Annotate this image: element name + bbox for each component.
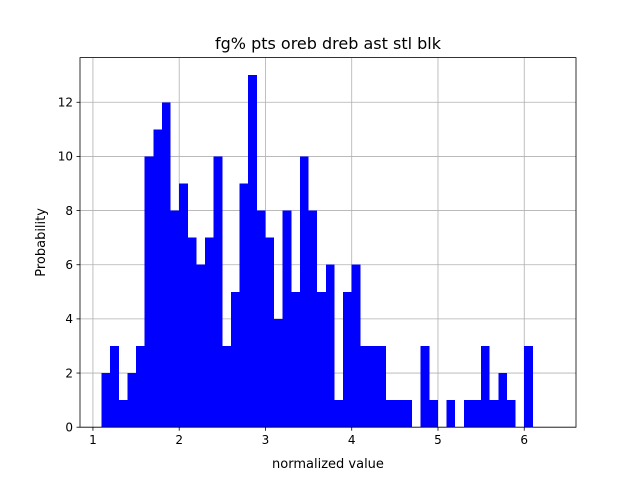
histogram-bar: [386, 400, 395, 428]
histogram-bar: [299, 156, 309, 428]
y-tick-label: 10: [58, 150, 73, 164]
histogram-bar: [256, 210, 266, 428]
y-tick-label: 2: [65, 366, 73, 380]
y-axis-label: Probability: [34, 208, 49, 277]
histogram-bar: [118, 400, 128, 428]
histogram-bar: [161, 102, 171, 428]
histogram-bar: [377, 345, 387, 428]
histogram-bar: [239, 183, 249, 428]
histogram-bar: [394, 400, 404, 428]
histogram-bar: [230, 291, 240, 428]
x-tick-label: 6: [520, 433, 528, 447]
y-axis-ticks: 0 2 4 6 8 10 12: [58, 96, 80, 435]
histogram-bar: [403, 400, 413, 428]
histogram-bar: [446, 400, 456, 428]
histogram-bar: [481, 345, 490, 428]
histogram-bar: [317, 291, 326, 428]
histogram-bar: [170, 210, 180, 428]
histogram-bar: [343, 291, 352, 428]
y-tick-label: 6: [65, 258, 73, 272]
y-tick-label: 12: [58, 96, 73, 110]
histogram-bar: [110, 345, 119, 428]
histogram-bar: [524, 345, 533, 428]
histogram-bar: [153, 129, 162, 428]
histogram-bar: [222, 345, 231, 428]
histogram-bar: [205, 237, 214, 428]
histogram-bar: [334, 400, 344, 428]
x-axis-ticks: 1 2 3 4 5 6: [89, 427, 528, 447]
histogram-bar: [248, 75, 257, 428]
histogram-bar: [291, 291, 300, 428]
histogram-bar: [498, 373, 507, 428]
histogram-bar: [274, 318, 283, 428]
histogram-bar: [187, 237, 197, 428]
x-tick-label: 1: [89, 433, 97, 447]
histogram-bar: [420, 345, 430, 428]
histogram-bar: [489, 400, 499, 428]
y-tick-label: 8: [65, 204, 73, 218]
histogram-bar: [265, 237, 275, 428]
histogram-bar: [351, 264, 361, 428]
histogram-bar: [429, 400, 438, 428]
y-tick-label: 0: [65, 421, 73, 435]
x-tick-label: 4: [348, 433, 356, 447]
histogram-bar: [213, 156, 223, 428]
histogram-bar: [308, 210, 318, 428]
histogram-bar: [127, 373, 137, 428]
chart-title: fg% pts oreb dreb ast stl blk: [215, 34, 442, 53]
bars: [101, 75, 533, 428]
histogram-bar: [101, 373, 111, 428]
x-tick-label: 3: [262, 433, 270, 447]
plot-frame: [79, 57, 577, 428]
histogram-bar: [463, 400, 473, 428]
histogram-bar: [368, 345, 378, 428]
x-tick-label: 2: [175, 433, 183, 447]
histogram-bar: [472, 400, 482, 428]
histogram-bar: [506, 400, 516, 428]
histogram-bar: [325, 264, 335, 428]
x-axis-label: normalized value: [272, 457, 384, 472]
histogram-bar: [360, 345, 369, 428]
histogram-bar: [179, 183, 188, 428]
histogram-bar: [144, 156, 154, 428]
y-tick-label: 4: [65, 312, 73, 326]
histogram-bar: [282, 210, 292, 428]
x-tick-label: 5: [434, 433, 442, 447]
histogram-bar: [196, 264, 206, 428]
histogram-bar: [136, 345, 145, 428]
